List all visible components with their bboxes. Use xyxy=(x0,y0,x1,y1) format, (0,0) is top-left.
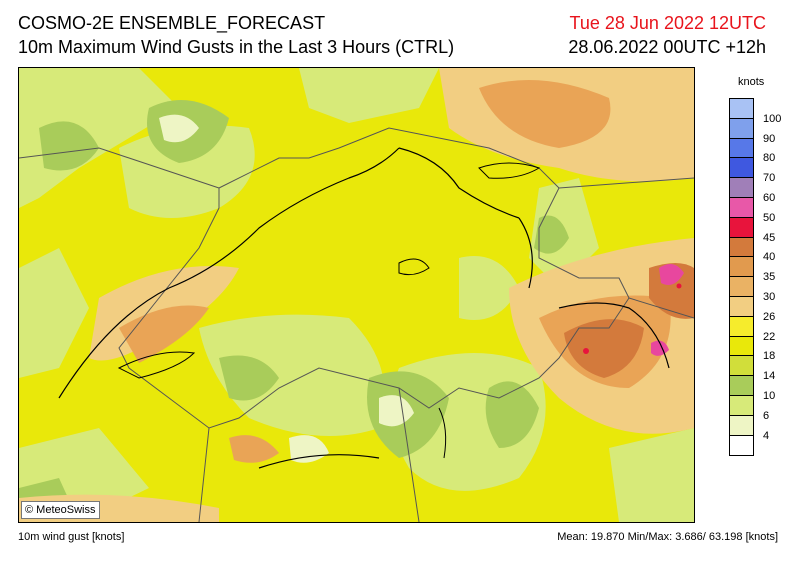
legend-tick-label: 80 xyxy=(763,152,776,165)
legend-swatch xyxy=(730,217,753,238)
legend-swatch xyxy=(730,118,753,139)
legend-tick-label: 4 xyxy=(763,429,770,442)
country-borders xyxy=(19,127,694,522)
legend-swatch xyxy=(730,435,753,456)
legend-swatch xyxy=(730,99,753,119)
legend-swatch xyxy=(730,158,753,179)
legend-tick-label: 6 xyxy=(763,409,770,422)
legend-tick-label: 100 xyxy=(763,112,782,125)
legend-swatch xyxy=(730,395,753,416)
legend-tick-label: 26 xyxy=(763,310,776,323)
footer-variable-label: 10m wind gust [knots] xyxy=(18,531,125,543)
legend-tick-label: 70 xyxy=(763,172,776,185)
map-canvas xyxy=(19,68,694,522)
wind-gust-map: © MeteoSwiss xyxy=(18,67,695,523)
legend-swatch xyxy=(730,237,753,258)
run-time: 28.06.2022 00UTC +12h xyxy=(568,37,766,57)
map-title: COSMO-2E ENSEMBLE_FORECAST xyxy=(18,13,326,33)
lakes xyxy=(117,162,541,459)
map-subtitle: 10m Maximum Wind Gusts in the Last 3 Hou… xyxy=(18,37,455,57)
legend-swatch xyxy=(730,178,753,198)
legend-swatch xyxy=(730,316,753,337)
legend-swatch xyxy=(730,257,753,278)
legend-tick-label: 60 xyxy=(763,192,776,204)
legend-tick-label: 30 xyxy=(763,291,776,303)
pale-areas xyxy=(159,114,414,463)
legend-swatch xyxy=(730,197,753,218)
legend-tick-label: 35 xyxy=(763,271,776,284)
legend-swatch xyxy=(730,138,753,159)
legend-swatch xyxy=(730,415,753,436)
footer-statistics: Mean: 19.870 Min/Max: 3.686/ 63.198 [kno… xyxy=(557,531,778,543)
legend-tick-label: 10 xyxy=(763,390,776,402)
legend-swatch xyxy=(730,356,753,377)
legend-unit: knots xyxy=(738,76,765,88)
color-legend xyxy=(729,98,754,457)
copyright-credit: © MeteoSwiss xyxy=(21,501,101,519)
red-spots xyxy=(583,283,682,354)
legend-tick-label: 40 xyxy=(763,251,776,264)
legend-swatch xyxy=(730,336,753,357)
legend-swatch xyxy=(730,376,753,396)
legend-tick-label: 50 xyxy=(763,211,776,224)
legend-swatch xyxy=(730,277,753,297)
legend-tick-label: 45 xyxy=(763,231,776,244)
legend-tick-label: 14 xyxy=(763,370,776,383)
dark-orange-areas xyxy=(564,263,694,378)
legend-tick-label: 22 xyxy=(763,330,776,343)
legend-swatch xyxy=(730,296,753,317)
legend-tick-label: 18 xyxy=(763,350,776,363)
contour-lines xyxy=(58,147,670,469)
valid-time: Tue 28 Jun 2022 12UTC xyxy=(569,13,766,33)
legend-tick-label: 90 xyxy=(763,132,776,145)
